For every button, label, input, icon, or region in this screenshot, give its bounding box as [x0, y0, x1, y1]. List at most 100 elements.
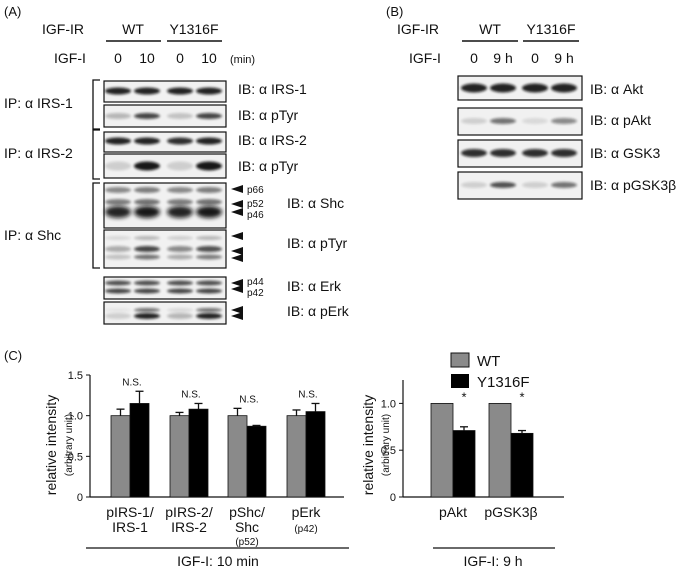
blot-perk-band	[105, 313, 131, 319]
arrowhead-p66	[231, 185, 243, 193]
blot-shc	[103, 182, 227, 229]
panel-b-receptor-label: IGF-IR	[397, 21, 439, 37]
blot-shc-ptyr-band	[196, 246, 222, 252]
chart-right-annotation: *	[461, 389, 466, 404]
chart-left-y-tick-label: 0	[77, 492, 83, 504]
blot-pakt-band	[490, 118, 516, 124]
chart-left-category-label: (p52)	[235, 537, 258, 548]
chart-left-category-label: pErk	[292, 504, 322, 520]
panel-a-time-unit: (min)	[230, 54, 255, 66]
chart-right: relative intensity (arbitrary unit) 0 0.5…	[360, 380, 564, 569]
blot-shc-ptyr-band	[134, 254, 160, 260]
blot-shc-band	[134, 187, 160, 193]
legend-label-mut: Y1316F	[477, 374, 530, 391]
chart-left-category-label: IRS-2	[171, 519, 207, 535]
blot-erk-frame	[103, 276, 227, 300]
chart-right-y-tick-label: 1.0	[381, 398, 396, 410]
chart-left-bar-y1316f	[129, 403, 150, 498]
chart-left-category-label: IRS-1	[112, 519, 148, 535]
blot-shc-ptyr-band	[105, 254, 131, 260]
blot-erk-band	[196, 288, 222, 294]
chart-left-bar-wt	[110, 415, 131, 498]
chart-left-category-label: pShc/	[229, 504, 265, 520]
arrowhead-p42	[231, 285, 243, 293]
blot-irs1-ptyr	[103, 104, 227, 128]
chart-left-marks: 0 0.5 1.0 1.5 N.S. pIRS-1/IRS-1 N.S. pIRS-2/IRS…	[68, 370, 344, 548]
blot-irs2-band	[105, 137, 131, 145]
chart-right-ylabel-sub: (arbitrary unit)	[381, 414, 392, 476]
arrowhead-p44	[231, 279, 243, 287]
blot-perk-band	[134, 313, 160, 319]
blot-shc-band	[105, 199, 131, 205]
blot-shc-band	[134, 199, 160, 205]
chart-right-ylabel: relative intensity	[360, 395, 376, 495]
blot-pakt	[457, 107, 583, 136]
blot-shc-band	[196, 187, 222, 193]
legend-swatch-wt	[450, 352, 470, 368]
arrowhead-perk-2	[231, 312, 243, 320]
chart-left-bar-wt	[227, 415, 248, 498]
blot-erk-band	[167, 288, 193, 294]
chart-left-category-label: (p42)	[294, 524, 317, 535]
blot-erk-band	[196, 280, 222, 286]
blot-akt-band	[551, 83, 577, 93]
panel-b-lane-3: 0	[531, 50, 539, 66]
legend-swatch-mut	[451, 374, 469, 388]
blot-shc-ptyr-band	[167, 254, 193, 260]
panel-a-label: (A)	[4, 4, 21, 19]
panel-a-lane-3: 0	[176, 50, 184, 66]
ip-label-irs1: IP: α IRS-1	[4, 95, 73, 111]
blot-irs1-frame	[103, 80, 227, 103]
chart-right-bar-y1316f	[452, 430, 476, 498]
blot-irs2-band	[167, 137, 193, 145]
blot-pgsk3b-band	[461, 182, 487, 188]
blot-perk-band	[167, 308, 193, 312]
chart-left-annotation: N.S.	[122, 377, 141, 388]
blot-erk-band	[105, 280, 131, 286]
blot-perk	[103, 301, 227, 325]
blot-pgsk3b	[457, 171, 583, 200]
blot-perk-band	[196, 308, 222, 312]
blot-irs1-ptyr-band	[167, 113, 193, 119]
bracket-irs1	[92, 79, 100, 130]
ib-label-pgsk3b: IB: α pGSK3β	[590, 177, 676, 193]
blot-erk-band	[134, 280, 160, 286]
blot-shc-band	[105, 206, 131, 218]
blot-pakt-band	[522, 118, 548, 124]
chart-left-y-tick-label: 0.5	[68, 451, 83, 463]
ib-label-shc: IB: α Shc	[287, 195, 344, 211]
chart-left-bar-wt	[169, 415, 190, 498]
blot-akt-band	[461, 83, 487, 93]
blot-shc-band	[167, 199, 193, 205]
chart-left-category-label: pIRS-1/	[106, 504, 154, 520]
ib-label-irs2: IB: α IRS-2	[238, 132, 307, 148]
blot-irs1	[103, 80, 227, 103]
blot-shc-ptyr-band	[196, 254, 222, 260]
blot-irs1-band	[167, 87, 193, 95]
ip-label-shc: IP: α Shc	[4, 227, 61, 243]
panel-a-group-wt: WT	[122, 21, 144, 37]
ib-label-ptyr-3: IB: α pTyr	[287, 235, 348, 251]
panel-a-ligand-label: IGF-I	[54, 50, 86, 66]
chart-left: relative intensity (arbitrary unit) 0 0.5…	[43, 370, 349, 569]
blot-shc-band	[105, 187, 131, 193]
blot-shc-band	[167, 187, 193, 193]
chart-right-y-tick-label: 0	[390, 492, 396, 504]
blot-shc-ptyr-band	[167, 246, 193, 252]
blot-irs1-band	[105, 87, 131, 95]
chart-right-bar-y1316f	[510, 432, 534, 498]
blot-irs2-ptyr-band	[196, 161, 222, 171]
marker-p46: p46	[247, 210, 264, 221]
legend-label-wt: WT	[477, 353, 500, 370]
blot-shc-band	[196, 206, 222, 218]
blot-gsk3-band	[522, 149, 548, 157]
panel-b-ligand-label: IGF-I	[409, 50, 441, 66]
blot-irs1-ptyr-band	[134, 113, 160, 119]
blot-irs2-band	[196, 137, 222, 145]
panel-a-lane-1: 0	[114, 50, 122, 66]
chart-right-category-label: pAkt	[439, 504, 467, 520]
blot-pgsk3b-band	[551, 182, 577, 188]
panel-c: (C) WT Y1316F relative intensity (arbitr…	[4, 348, 564, 569]
